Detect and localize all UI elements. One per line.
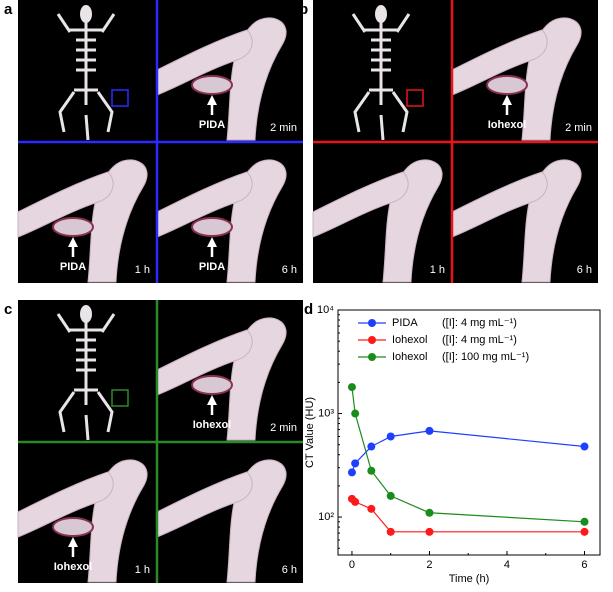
- legend-marker: [368, 319, 376, 327]
- data-point: [386, 527, 395, 536]
- contrast-blob: [52, 517, 94, 537]
- bone: [17, 171, 114, 238]
- time-label: 6 h: [577, 264, 592, 276]
- time-label: 1 h: [135, 264, 150, 276]
- data-point: [351, 497, 360, 506]
- data-point: [425, 426, 434, 435]
- data-point: [367, 466, 376, 475]
- legend-condition: ([I]: 4 mg mL⁻¹): [442, 334, 517, 346]
- legend-marker: [368, 353, 376, 361]
- contrast-blob: [191, 75, 233, 95]
- roi-box: [406, 89, 424, 107]
- bone: [17, 471, 114, 538]
- agent-label: PIDA: [199, 119, 225, 131]
- skull: [375, 5, 387, 23]
- skeleton: [351, 10, 411, 141]
- skeleton: [56, 10, 116, 141]
- data-point: [386, 491, 395, 500]
- panel-letter: c: [4, 301, 12, 318]
- data-point: [351, 459, 360, 468]
- legend-name: Iohexol: [392, 334, 427, 346]
- data-point: [386, 432, 395, 441]
- time-label: 2 min: [565, 122, 592, 134]
- contrast-blob: [191, 375, 233, 395]
- agent-label: PIDA: [199, 261, 225, 273]
- roi-box: [111, 389, 129, 407]
- legend-marker: [368, 336, 376, 344]
- data-point: [580, 527, 589, 536]
- agent-label: Iohexol: [54, 561, 93, 573]
- panel-letter: a: [4, 1, 13, 18]
- bone: [156, 171, 253, 238]
- data-point: [580, 517, 589, 526]
- bone: [156, 471, 253, 538]
- skull: [80, 5, 92, 23]
- bone: [312, 171, 409, 238]
- plot-frame: [337, 309, 601, 556]
- x-tick-label: 6: [581, 559, 587, 571]
- data-point: [347, 383, 356, 392]
- x-axis-label: Time (h): [449, 573, 490, 585]
- y-tick-label: 10³: [318, 407, 334, 419]
- time-label: 6 h: [282, 564, 297, 576]
- y-tick-label: 10⁴: [317, 304, 334, 316]
- data-point: [425, 508, 434, 517]
- time-label: 1 h: [430, 264, 445, 276]
- legend-condition: ([I]: 100 mg mL⁻¹): [442, 351, 529, 363]
- x-tick-label: 4: [504, 559, 510, 571]
- agent-label: Iohexol: [488, 119, 527, 131]
- y-tick-label: 10²: [318, 511, 334, 523]
- data-point: [367, 504, 376, 513]
- agent-label: PIDA: [60, 261, 86, 273]
- contrast-blob: [52, 217, 94, 237]
- panel-letter: b: [299, 1, 308, 18]
- legend-name: PIDA: [392, 317, 418, 329]
- time-label: 2 min: [270, 122, 297, 134]
- data-point: [580, 442, 589, 451]
- bone: [451, 171, 548, 238]
- time-label: 1 h: [135, 564, 150, 576]
- agent-label: Iohexol: [193, 419, 232, 431]
- panel-letter: d: [304, 301, 313, 318]
- series-line: [351, 387, 585, 523]
- data-point: [351, 409, 360, 418]
- legend-condition: ([I]: 4 mg mL⁻¹): [442, 317, 517, 329]
- data-point: [425, 527, 434, 536]
- contrast-blob: [191, 217, 233, 237]
- time-label: 2 min: [270, 422, 297, 434]
- x-tick-label: 2: [426, 559, 432, 571]
- data-point: [367, 442, 376, 451]
- roi-box: [111, 89, 129, 107]
- skeleton: [56, 310, 116, 441]
- skull: [80, 305, 92, 323]
- time-label: 6 h: [282, 264, 297, 276]
- bone: [156, 29, 253, 96]
- bone: [451, 29, 548, 96]
- x-tick-label: 0: [349, 559, 355, 571]
- bone: [156, 329, 253, 396]
- y-axis-label: CT Value (HU): [304, 397, 316, 468]
- contrast-blob: [486, 75, 528, 95]
- legend-name: Iohexol: [392, 351, 427, 363]
- data-point: [347, 468, 356, 477]
